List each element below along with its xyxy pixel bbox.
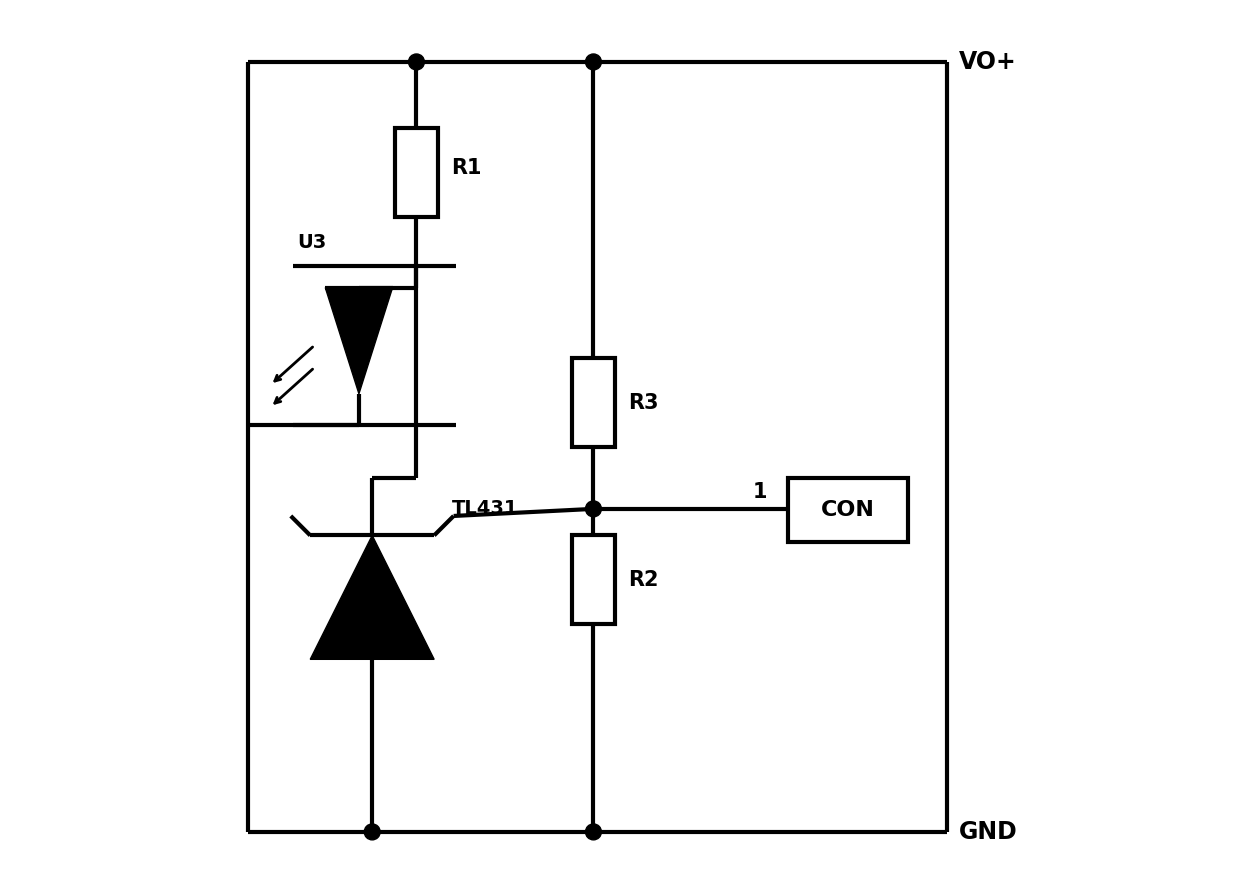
Polygon shape	[310, 535, 434, 659]
Bar	[572, 358, 615, 447]
Bar	[396, 128, 438, 217]
Text: R2: R2	[627, 570, 658, 589]
Circle shape	[585, 54, 601, 70]
Bar	[789, 478, 908, 542]
Text: R3: R3	[627, 393, 658, 412]
Text: VO+: VO+	[959, 50, 1017, 74]
Text: CON: CON	[821, 500, 875, 519]
Circle shape	[585, 501, 601, 517]
Circle shape	[408, 54, 424, 70]
Polygon shape	[325, 288, 393, 394]
Text: GND: GND	[959, 820, 1018, 844]
Text: U3: U3	[296, 234, 326, 252]
Text: 1: 1	[753, 481, 768, 502]
Text: R1: R1	[451, 158, 481, 178]
Circle shape	[365, 824, 381, 840]
Circle shape	[585, 824, 601, 840]
Bar	[572, 535, 615, 624]
Text: TL431: TL431	[451, 499, 518, 518]
